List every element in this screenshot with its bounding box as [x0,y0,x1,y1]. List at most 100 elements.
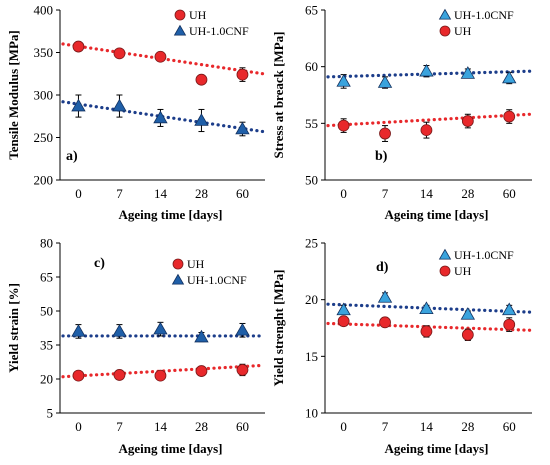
panel-label: c) [94,256,105,271]
data-point [71,324,86,337]
data-point [377,75,393,88]
y-tick-label: 250 [34,130,54,145]
series-uh-1-0cnf [326,63,532,89]
data-point [419,63,434,77]
panel-label: b) [375,149,388,164]
x-tick-label: 28 [195,186,208,201]
trend-line [326,112,532,128]
y-tick-label: 50 [305,173,318,188]
legend-label: UH [187,257,205,271]
data-point [195,365,208,377]
legend-marker [174,9,186,21]
data-point [194,329,209,343]
panel-label: a) [66,149,78,164]
x-tick-label: 60 [503,186,516,201]
legend-marker [438,8,452,20]
x-tick-label: 60 [236,186,249,201]
chart-panel-3: 5 20 35 50 65 80 0 7 14 28 60 Ageing time [days] Yie… [6,236,265,456]
y-tick-label: 60 [305,59,318,74]
legend-entry: UH [174,8,207,22]
data-point [377,290,393,303]
series-uh-1-0cnf [61,321,265,343]
legend-label: UH [454,264,472,278]
data-point [236,68,249,81]
data-point [379,127,391,140]
y-tick-label: 10 [305,406,318,421]
x-tick-label: 0 [75,419,82,434]
data-point [502,302,517,316]
data-point [502,70,517,84]
y-tick-label: 5 [47,406,54,421]
y-tick-label: 200 [34,173,54,188]
y-tick-label: 55 [305,116,318,131]
x-tick-label: 14 [420,186,434,201]
x-tick-label: 7 [116,186,123,201]
data-point [420,124,433,137]
legend-label: UH-1.0CNF [187,273,247,287]
data-point [72,40,85,53]
data-point [336,302,351,316]
x-tick-label: 28 [461,186,474,201]
data-point [235,322,250,336]
y-axis-title: Tensile Modulus [MPa] [6,30,21,160]
legend-marker [171,273,185,285]
data-point [194,113,209,126]
y-tick-label: 65 [305,3,318,18]
series-uh [61,363,265,382]
legend-marker [173,24,187,36]
legend-label: UH [454,24,472,38]
legend-entry: UH-1.0CNF [438,8,514,22]
data-point [195,73,208,86]
series-uh-1-0cnf [61,94,265,137]
data-point [461,328,474,341]
data-point [112,324,127,337]
x-axis-title: Ageing time [days] [385,207,489,222]
data-point [503,110,516,123]
y-axis-title: Stress at breack [MPa] [271,32,286,159]
y-tick-label: 35 [40,338,53,353]
series-uh [326,315,532,341]
y-tick-label: 20 [40,372,53,387]
data-point [460,307,476,320]
y-tick-label: 350 [34,45,54,60]
y-tick-label: 400 [34,3,54,18]
data-point [420,325,433,338]
x-tick-label: 28 [195,419,208,434]
series-uh [326,109,532,142]
data-point [461,115,474,127]
data-point [153,321,168,335]
x-tick-label: 0 [75,186,82,201]
data-point [337,119,350,132]
data-point [379,316,391,329]
chart-panel-1: 200 250 300 350 400 0 7 14 28 60 Ageing time [days… [6,3,265,222]
data-point [503,318,516,331]
y-tick-label: 300 [34,88,54,103]
data-point [153,110,168,124]
x-tick-label: 28 [461,419,474,434]
data-point [235,121,250,135]
data-point [460,66,476,79]
legend-label: UH-1.0CNF [454,8,514,22]
y-tick-label: 15 [305,349,318,364]
legend-label: UH [189,8,207,22]
data-point [113,369,126,381]
x-tick-label: 0 [340,186,347,201]
data-point [336,74,351,87]
data-point [72,369,85,382]
y-tick-label: 20 [305,292,318,307]
legend-marker [438,248,452,260]
data-point [113,47,126,60]
y-tick-label: 65 [40,270,53,285]
x-tick-label: 14 [420,419,434,434]
legend-entry: UH [439,24,472,38]
y-tick-label: 25 [305,236,318,251]
series-uh [61,40,265,86]
y-axis-title: Yield strain [%] [6,283,21,373]
legend-entry: UH-1.0CNF [173,24,249,38]
legend-marker [172,258,184,270]
legend-entry: UH [439,264,472,278]
data-point [71,98,86,112]
x-tick-label: 14 [154,419,168,434]
chart-panel-2: 50 55 60 65 0 7 14 28 60 Ageing time [days] Stress… [271,3,532,222]
panel-label: d) [376,260,389,275]
